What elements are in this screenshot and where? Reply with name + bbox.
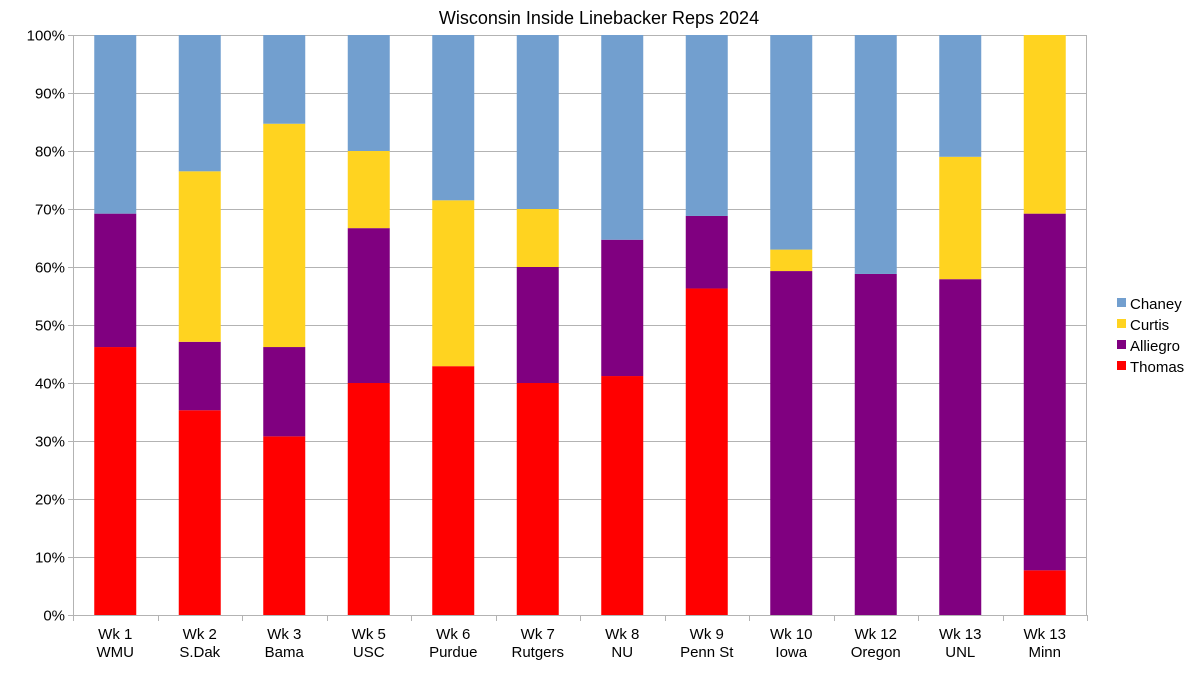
x-category-label: Wk 12 Oregon (851, 626, 901, 661)
y-tick-label: 0% (43, 608, 65, 625)
grid-lines (68, 35, 1087, 616)
bar-segment-chaney (432, 35, 475, 201)
bar-segment-alliegro (94, 213, 137, 348)
y-tick-label: 70% (35, 202, 65, 219)
bar-segment-thomas (178, 410, 221, 615)
x-category-label: Wk 5 USC (352, 626, 386, 661)
bar-segment-thomas (263, 436, 306, 615)
bar-segment-chaney (854, 35, 897, 274)
bar-segment-alliegro (939, 279, 982, 615)
legend-swatch-chaney (1117, 298, 1126, 307)
x-category-label: Wk 9 Penn St (680, 626, 734, 661)
legend-label-chaney: Chaney (1130, 296, 1182, 313)
bar-segment-chaney (939, 35, 982, 157)
x-category-label: Wk 1 WMU (97, 626, 135, 661)
bar-segment-chaney (516, 35, 559, 209)
bar-segment-chaney (347, 35, 390, 151)
y-tick-label: 20% (35, 492, 65, 509)
bar-segment-alliegro (601, 239, 644, 377)
bar-segment-alliegro (685, 215, 728, 289)
bar-segment-curtis (178, 171, 221, 342)
bar-segment-chaney (685, 35, 728, 216)
x-category-label: Wk 2 S.Dak (179, 626, 220, 661)
bar-segment-chaney (601, 35, 644, 240)
y-tick-label: 100% (27, 28, 65, 45)
bar-segment-thomas (1023, 570, 1066, 615)
bar-segment-curtis (516, 209, 559, 267)
bar-segment-curtis (1023, 35, 1066, 214)
bar-segment-thomas (601, 376, 644, 615)
legend-swatch-alliegro (1117, 340, 1126, 349)
bar-segment-alliegro (770, 271, 813, 615)
bar-segment-thomas (432, 366, 475, 615)
legend-swatch-curtis (1117, 319, 1126, 328)
x-category-label: Wk 3 Bama (265, 626, 305, 661)
bar-segment-alliegro (854, 273, 897, 615)
bar-segment-alliegro (347, 228, 390, 383)
x-category-labels: Wk 1 WMU Wk 2 S.Dak Wk 3 Bama Wk 5 USC Wk 6 Purdu… (97, 626, 1067, 661)
bar-segment-curtis (263, 123, 306, 348)
y-tick-label: 80% (35, 144, 65, 161)
x-category-label: Wk 13 Minn (1023, 626, 1066, 661)
y-tick-label: 10% (35, 550, 65, 567)
bar-segment-curtis (939, 156, 982, 280)
bars (94, 35, 1066, 615)
x-category-label: Wk 10 Iowa (770, 626, 813, 661)
y-tick-label: 40% (35, 376, 65, 393)
bar-segment-chaney (94, 35, 137, 214)
bar-segment-thomas (685, 288, 728, 615)
y-tick-label: 60% (35, 260, 65, 277)
x-category-label: Wk 8 NU (605, 626, 639, 661)
bar-segment-thomas (94, 347, 137, 615)
bar-segment-thomas (516, 383, 559, 615)
x-category-label: Wk 6 Purdue (429, 626, 477, 661)
axes (73, 35, 1088, 621)
legend-label-thomas: Thomas (1130, 359, 1184, 376)
bar-segment-alliegro (516, 267, 559, 383)
bar-segment-curtis (347, 151, 390, 229)
bar-segment-curtis (432, 200, 475, 367)
x-category-label: Wk 7 Rutgers (511, 626, 564, 661)
y-tick-labels: 0% 10% 20% 30% 40% 50% 60% 70% 80% 90% 100% (27, 28, 65, 625)
legend-swatch-thomas (1117, 361, 1126, 370)
y-tick-label: 90% (35, 86, 65, 103)
bar-segment-alliegro (1023, 213, 1066, 571)
legend-label-curtis: Curtis (1130, 317, 1169, 334)
bar-segment-chaney (263, 35, 306, 124)
bar-segment-chaney (770, 35, 813, 250)
x-category-label: Wk 13 UNL (939, 626, 982, 661)
bar-segment-curtis (770, 249, 813, 272)
bar-segment-alliegro (263, 347, 306, 437)
y-tick-label: 50% (35, 318, 65, 335)
bar-segment-chaney (178, 35, 221, 172)
legend-label-alliegro: Alliegro (1130, 338, 1180, 355)
legend: Chaney Curtis Alliegro Thomas (1117, 296, 1184, 376)
bar-segment-thomas (347, 383, 390, 615)
chart-title: Wisconsin Inside Linebacker Reps 2024 (439, 8, 759, 28)
bar-segment-alliegro (178, 341, 221, 411)
y-tick-label: 30% (35, 434, 65, 451)
